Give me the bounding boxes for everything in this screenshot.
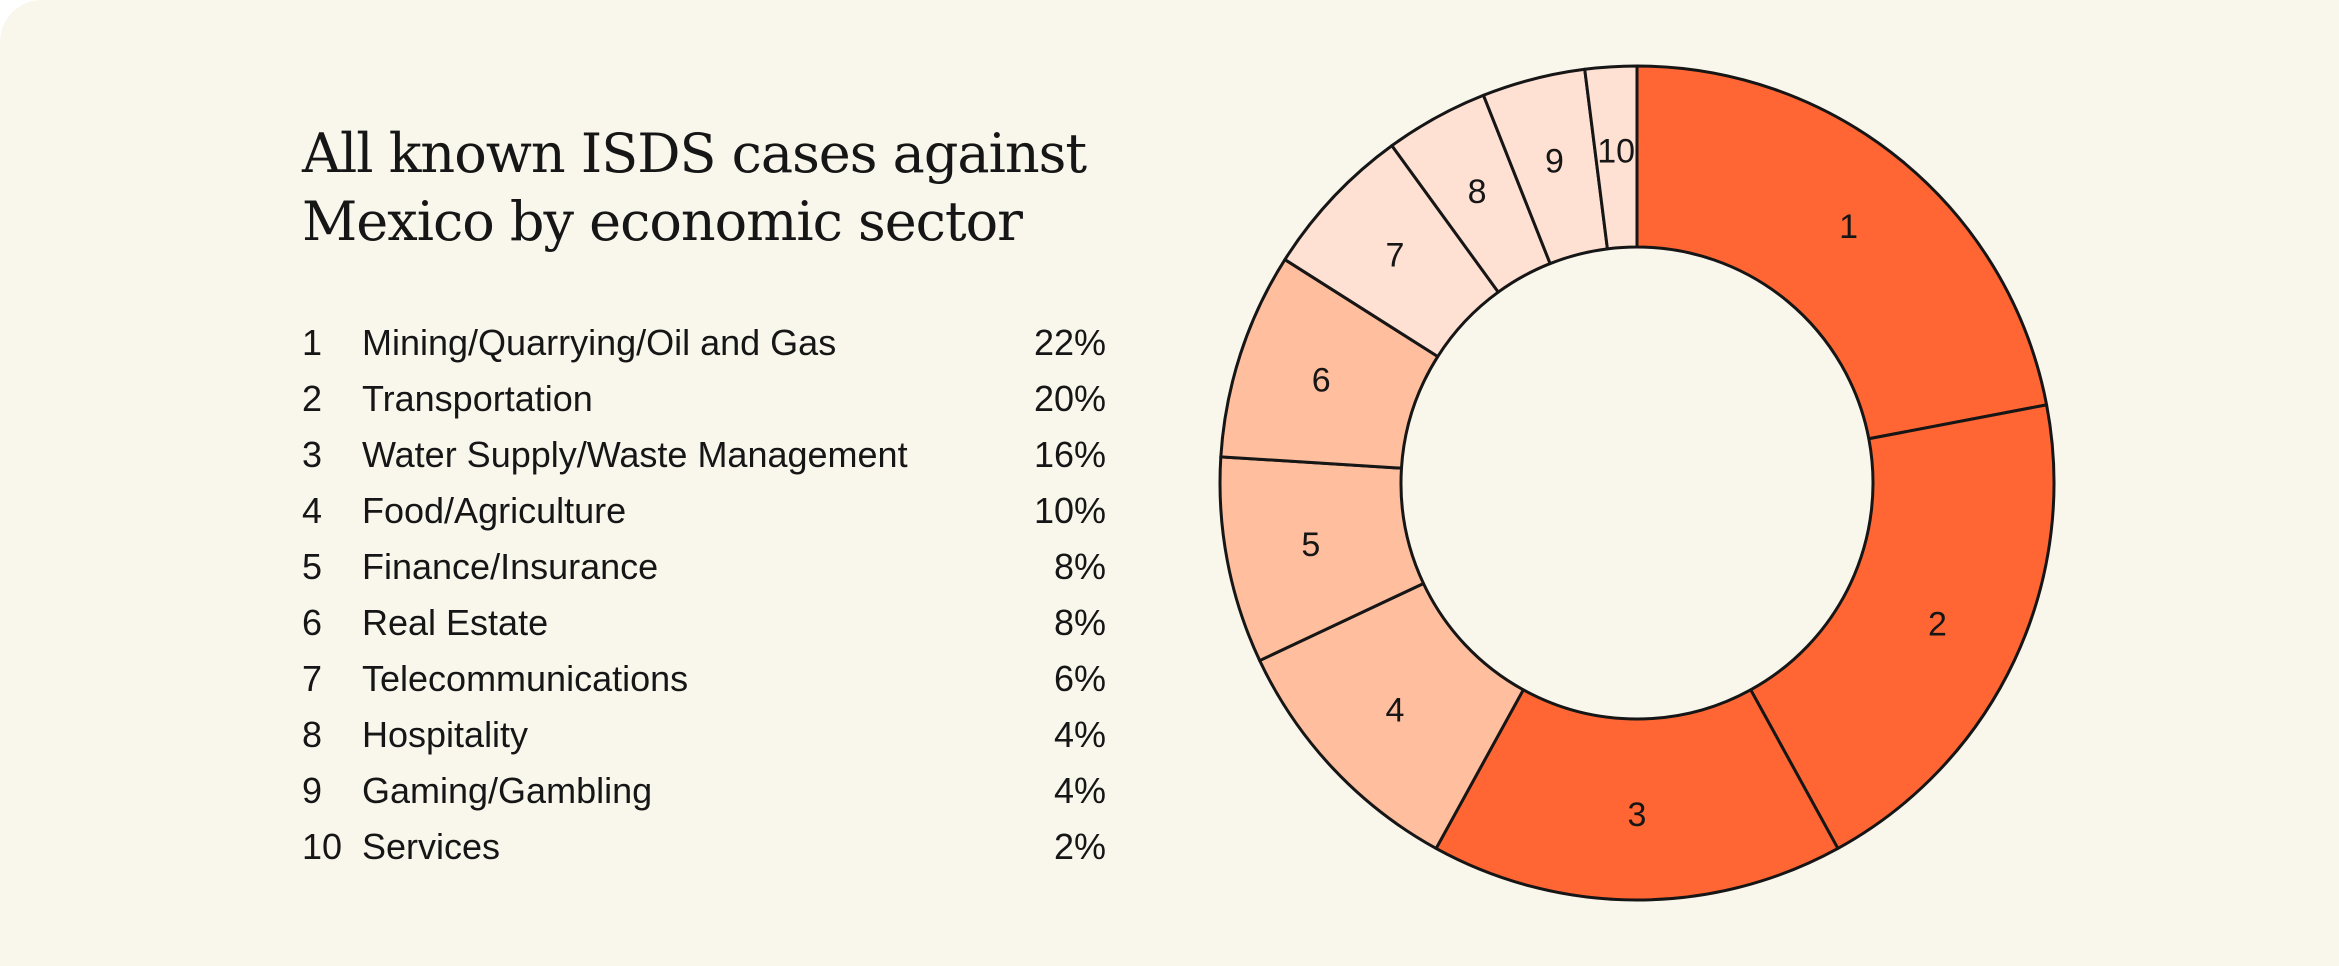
pie-slice-label: 7 [1386, 237, 1405, 275]
legend-item-label: Food/Agriculture [362, 490, 627, 531]
legend-item-value: 22% [1033, 322, 1106, 363]
legend-item-label: Telecommunications [362, 658, 689, 699]
legend-item-value: 10% [1033, 490, 1106, 531]
legend-item-label: Mining/Quarrying/Oil and Gas [362, 322, 837, 363]
legend-item-value: 6% [1053, 658, 1106, 699]
legend-item-number: 6 [302, 602, 323, 643]
legend-item-label: Hospitality [362, 714, 529, 755]
chart-title: All known ISDS cases against Mexico by e… [302, 120, 1162, 256]
legend-item-value: 2% [1053, 826, 1106, 867]
legend-item-label: Transportation [362, 378, 593, 419]
pie-slice [1434, 688, 1840, 902]
legend-item-number: 8 [302, 714, 323, 755]
legend-item: 2 Transportation 20% [302, 371, 1106, 427]
pie-slice-label: 1 [1839, 208, 1858, 246]
legend-item-value: 8% [1053, 546, 1106, 587]
legend-item-label: Finance/Insurance [362, 546, 659, 587]
legend-item-label: Gaming/Gambling [362, 770, 653, 811]
legend-item-value: 20% [1033, 378, 1106, 419]
pie-slice-label: 10 [1597, 133, 1635, 171]
legend-item: 9 Gaming/Gambling 4% [302, 763, 1106, 819]
legend: 1 Mining/Quarrying/Oil and Gas 22% 2 Transpo… [302, 315, 1106, 875]
legend-item: 6 Real Estate 8% [302, 595, 1106, 651]
legend-item-value: 4% [1053, 770, 1106, 811]
pie-slice-label: 2 [1928, 605, 1947, 643]
pie-slice-label: 8 [1468, 173, 1487, 211]
legend-item: 4 Food/Agriculture 10% [302, 483, 1106, 539]
legend-item: 3 Water Supply/Waste Management 16% [302, 427, 1106, 483]
chart-title-line-1: All known ISDS cases against [302, 122, 1087, 185]
legend-item-number: 9 [302, 770, 323, 811]
legend-item-value: 8% [1053, 602, 1106, 643]
legend-item-number: 4 [302, 490, 323, 531]
legend-item-value: 4% [1053, 714, 1106, 755]
pie-slice-label: 5 [1301, 526, 1320, 564]
legend-item: 7 Telecommunications 6% [302, 651, 1106, 707]
legend-item-value: 16% [1033, 434, 1106, 475]
pie-slice-label: 9 [1545, 142, 1564, 180]
legend-item: 10 Services 2% [302, 819, 1106, 875]
legend-item-label: Services [362, 826, 501, 867]
pie-slice-label: 4 [1386, 691, 1405, 729]
legend-item-number: 5 [302, 546, 323, 587]
legend-item-number: 7 [302, 658, 323, 699]
legend-item: 5 Finance/Insurance 8% [302, 539, 1106, 595]
legend-item-label: Real Estate [362, 602, 549, 643]
legend-item: 8 Hospitality 4% [302, 707, 1106, 763]
pie-slice-label: 3 [1628, 796, 1647, 834]
pie-slice [1583, 64, 1639, 251]
legend-item-number: 10 [302, 826, 343, 867]
pie-slice [1749, 403, 2056, 850]
pie-slice [1635, 64, 2049, 441]
legend-item-number: 2 [302, 378, 323, 419]
chart-title-line-2: Mexico by economic sector [302, 190, 1023, 253]
legend-item-number: 1 [302, 322, 323, 363]
legend-item-label: Water Supply/Waste Management [362, 434, 908, 475]
legend-item-number: 3 [302, 434, 323, 475]
legend-item: 1 Mining/Quarrying/Oil and Gas 22% [302, 315, 1106, 371]
pie-slice-label: 6 [1312, 361, 1331, 399]
